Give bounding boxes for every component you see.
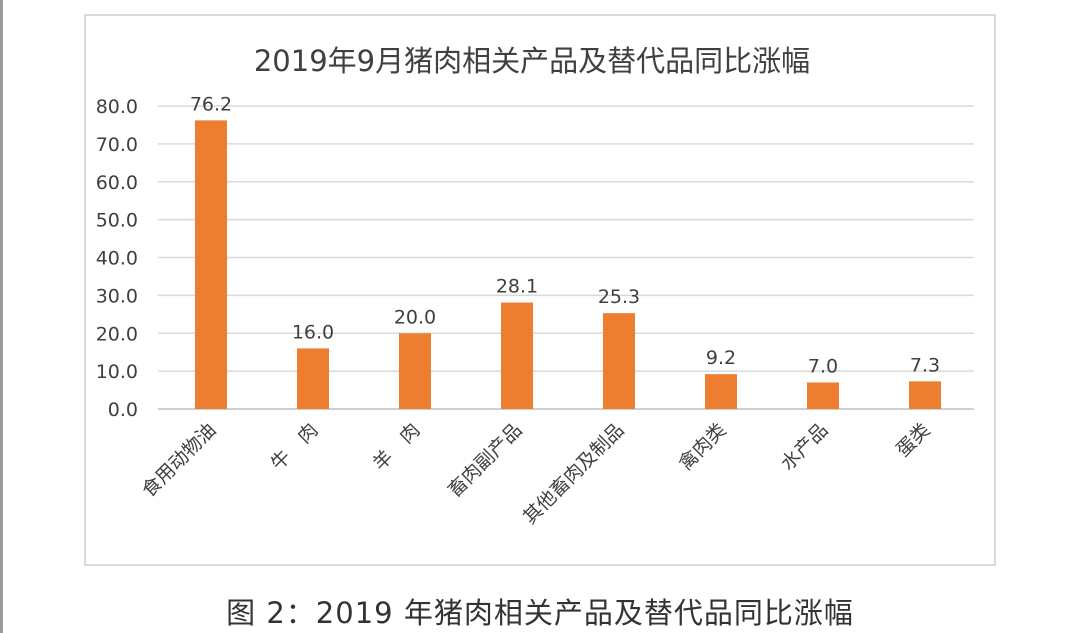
y-tick-label: 0.0 [108,399,138,421]
y-tick-label: 70.0 [96,134,138,156]
category-label: 羊 肉 [369,419,425,475]
data-label: 7.0 [808,355,838,377]
category-label: 牛 肉 [267,419,323,475]
y-tick-label: 50.0 [96,210,138,232]
data-label: 9.2 [706,347,736,369]
bar [501,302,533,409]
data-label: 20.0 [394,306,436,328]
y-tick-label: 20.0 [96,323,138,345]
data-label: 76.2 [190,93,232,115]
bar [297,348,329,409]
y-tick-label: 80.0 [96,96,138,118]
bar [909,381,941,409]
bar-chart: 2019年9月猪肉相关产品及替代品同比涨幅 0.0 10.0 20.0 30.0 40.… [96,44,974,529]
page-left-border [0,0,3,633]
data-label: 7.3 [910,354,940,376]
category-label: 禽肉类 [675,419,731,475]
bar [399,333,431,409]
category-label: 水产品 [777,419,833,475]
data-label: 16.0 [292,321,334,343]
category-label: 其他畜肉及制品 [519,419,629,529]
bar-layer [195,120,941,409]
bar [195,120,227,409]
bar [705,374,737,409]
figure-caption: 图 2：2019 年猪肉相关产品及替代品同比涨幅 [226,596,854,630]
y-tick-label: 60.0 [96,172,138,194]
category-label: 畜肉副产品 [444,419,527,502]
category-label: 食用动物油 [138,419,221,502]
y-tick-label: 10.0 [96,361,138,383]
bar [603,313,635,409]
grid-layer [158,105,974,410]
data-label: 28.1 [496,276,538,298]
chart-frame: 2019年9月猪肉相关产品及替代品同比涨幅 0.0 10.0 20.0 30.0 40.… [84,14,996,566]
y-tick-label: 40.0 [96,248,138,270]
bar [807,382,839,409]
data-label: 25.3 [598,286,640,308]
y-tick-label: 30.0 [96,285,138,307]
chart-title: 2019年9月猪肉相关产品及替代品同比涨幅 [254,44,810,78]
category-label: 蛋类 [892,419,934,461]
